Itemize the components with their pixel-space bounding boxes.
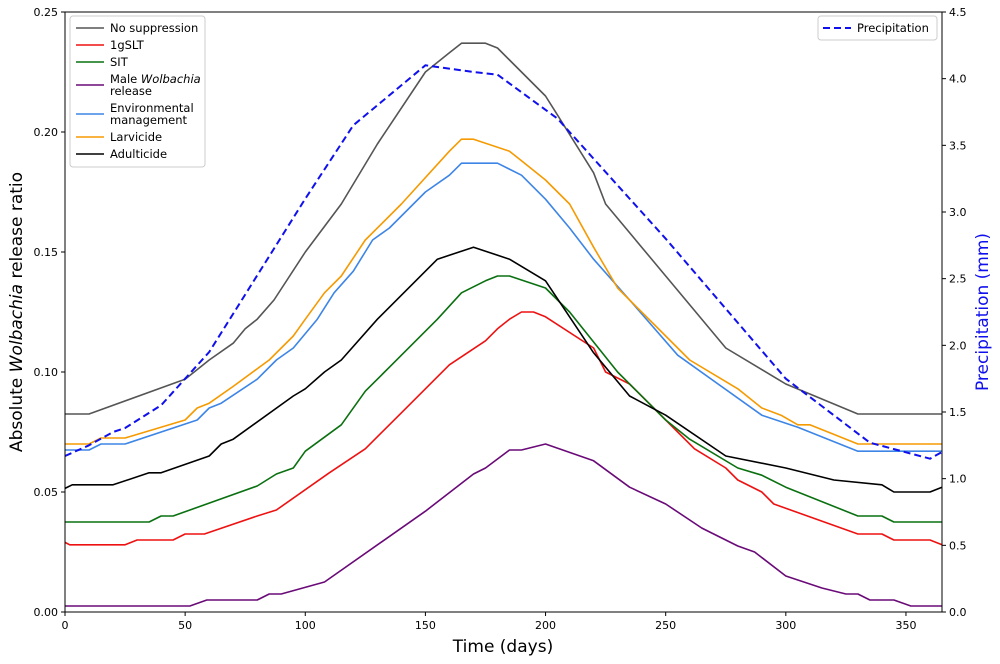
series-line-4 bbox=[65, 162, 942, 453]
y2-tick-label: 2.0 bbox=[949, 339, 967, 352]
legend2-box bbox=[817, 15, 938, 41]
legend-entry: Precipitation bbox=[857, 21, 929, 35]
series-line-6 bbox=[64, 246, 943, 493]
ticks-layer: 0 50 100 150 200 250 300 350 0.00 0.05 0.10 0.15 0.2… bbox=[34, 6, 967, 632]
series-line-5 bbox=[65, 138, 942, 445]
legend-box bbox=[69, 15, 206, 168]
y2-axis-label: Precipitation (mm) bbox=[973, 233, 993, 391]
y2-tick-label: 4.0 bbox=[949, 73, 967, 86]
x-tick-label: 300 bbox=[775, 619, 796, 632]
y2-tick-label: 0.0 bbox=[949, 606, 967, 619]
y2-tick-label: 2.5 bbox=[949, 273, 967, 286]
series-line-1 bbox=[64, 311, 943, 546]
legend-entry-line2: release bbox=[110, 84, 152, 98]
x-tick-label: 100 bbox=[295, 619, 316, 632]
y-tick-label: 0.25 bbox=[34, 6, 59, 19]
legend-entry-line2: management bbox=[110, 113, 188, 127]
y2-tick-label: 4.5 bbox=[949, 6, 967, 19]
y-axis-label: Absolute Wolbachia release ratio bbox=[7, 172, 27, 452]
x-tick-label: 200 bbox=[535, 619, 556, 632]
y-tick-label: 0.15 bbox=[34, 246, 59, 259]
x-tick-label: 0 bbox=[62, 619, 69, 632]
y2-tick-label: 1.0 bbox=[949, 473, 967, 486]
x-tick-label: 250 bbox=[655, 619, 676, 632]
series-line-0 bbox=[65, 42, 942, 415]
y-tick-label: 0.20 bbox=[34, 126, 59, 139]
x-tick-label: 50 bbox=[178, 619, 192, 632]
y2-tick-label: 1.5 bbox=[949, 406, 967, 419]
y-tick-label: 0.00 bbox=[34, 606, 59, 619]
legend-entry: Adulticide bbox=[110, 147, 167, 161]
y2-tick-label: 3.5 bbox=[949, 139, 967, 152]
legend: No suppression 1gSLT SIT Male Wolbachiarele… bbox=[69, 15, 206, 168]
legend-entry: 1gSLT bbox=[110, 38, 145, 52]
legend-entry: SIT bbox=[110, 55, 129, 69]
x-axis-label: Time (days) bbox=[452, 637, 553, 657]
series-line-3 bbox=[65, 443, 942, 607]
y2-tick-label: 3.0 bbox=[949, 206, 967, 219]
y2-tick-label: 0.5 bbox=[949, 539, 967, 552]
x-tick-label: 350 bbox=[895, 619, 916, 632]
legend-precipitation: Precipitation bbox=[817, 15, 938, 41]
series-line-2 bbox=[65, 275, 942, 523]
y-tick-label: 0.10 bbox=[34, 366, 59, 379]
series-line-7 bbox=[64, 64, 943, 460]
legend-entry: Environmental bbox=[110, 101, 194, 115]
y-tick-label: 0.05 bbox=[34, 486, 59, 499]
legend-entry: Male Wolbachia bbox=[110, 72, 201, 86]
x-tick-label: 150 bbox=[415, 619, 436, 632]
plot-frame bbox=[64, 11, 943, 613]
series-layer bbox=[64, 42, 943, 607]
legend-entry: Larvicide bbox=[110, 130, 162, 144]
legend-entry: No suppression bbox=[110, 21, 198, 35]
